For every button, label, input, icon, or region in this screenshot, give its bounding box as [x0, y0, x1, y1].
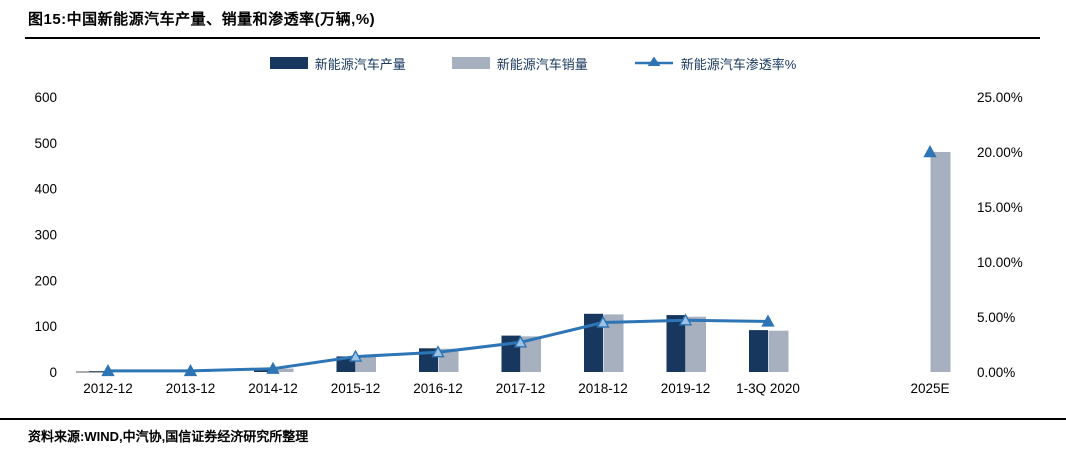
x-axis-tick-label: 2017-12	[496, 381, 546, 396]
penetration-marker-icon	[923, 145, 937, 158]
x-axis-tick-label: 2013-12	[166, 381, 216, 396]
penetration-marker-icon	[596, 315, 610, 328]
right-axis-tick-label: 5.00%	[977, 310, 1015, 325]
legend-item-production: 新能源汽车产量	[269, 54, 406, 73]
penetration-marker-icon	[431, 345, 445, 358]
bar-production	[584, 313, 603, 372]
right-axis-tick-label: 25.00%	[977, 90, 1023, 105]
legend-item-sales: 新能源汽车销量	[451, 54, 588, 73]
penetration-marker-icon	[183, 363, 198, 377]
legend-item-penetration: 新能源汽车渗透率%	[634, 54, 797, 73]
legend-label-production: 新能源汽车产量	[314, 56, 406, 72]
left-axis-tick-label: 300	[34, 228, 57, 243]
x-axis-tick-label: 2014-12	[248, 381, 298, 396]
sales-bar-swatch-icon	[451, 57, 490, 69]
production-bar-swatch-icon	[269, 57, 308, 69]
legend-label-penetration: 新能源汽车渗透率%	[680, 56, 797, 72]
bar-sales	[603, 314, 624, 372]
legend-label-sales: 新能源汽车销量	[496, 56, 588, 72]
right-axis-tick-label: 10.00%	[977, 255, 1023, 270]
right-axis-tick-label: 20.00%	[977, 145, 1023, 160]
bar-production	[749, 330, 768, 372]
penetration-marker-icon	[513, 335, 528, 348]
bar-production	[89, 371, 108, 372]
footer-divider	[0, 418, 1066, 420]
penetration-marker-icon	[761, 314, 775, 327]
penetration-marker-icon	[266, 361, 280, 374]
x-axis-tick-label: 2015-12	[331, 381, 381, 396]
x-axis-tick-label: 2018-12	[578, 381, 628, 396]
chart-area: 0 100 200 300 400 500 600 0.00% 5.00% 10.00% 15.00…	[0, 82, 1066, 412]
penetration-marker-icon	[678, 313, 693, 326]
penetration-marker-icon	[348, 349, 363, 362]
chart-canvas: 0 100 200 300 400 500 600 0.00% 5.00% 10.00% 15.00…	[34, 90, 1023, 396]
left-axis-tick-label: 600	[34, 90, 57, 105]
bar-production	[666, 315, 686, 372]
left-axis-tick-label: 0	[49, 365, 57, 380]
right-axis-tick-label: 0.00%	[977, 365, 1015, 380]
x-axis-tick-label: 2025E	[910, 381, 949, 396]
left-axis-tick-label: 400	[34, 182, 57, 197]
bar-sales	[438, 348, 459, 372]
x-axis-tick-label: 2019-12	[661, 381, 711, 396]
figure-title: 图15:中国新能源汽车产量、销量和渗透率(万辆,%)	[28, 11, 376, 28]
bar-sales	[521, 336, 541, 372]
chart-legend: 新能源汽车产量 新能源汽车销量 新能源汽车渗透率%	[0, 52, 1066, 74]
penetration-marker-icon	[101, 363, 115, 377]
bar-sales	[768, 330, 789, 372]
x-axis-tick-label: 2016-12	[413, 381, 463, 396]
bar-sales	[686, 316, 706, 372]
left-axis-tick-label: 500	[34, 136, 57, 151]
source-note: 资料来源:WIND,中汽协,国信证券经济研究所整理	[28, 429, 309, 444]
bar-sales	[273, 368, 294, 372]
right-axis-tick-label: 15.00%	[977, 200, 1023, 215]
title-divider	[25, 37, 1040, 39]
bar-sales	[930, 152, 951, 372]
x-axis-tick-label: 1-3Q 2020	[736, 381, 800, 396]
penetration-line-swatch-icon	[634, 56, 673, 66]
left-axis-tick-label: 100	[34, 319, 57, 334]
left-axis-tick-label: 200	[34, 273, 57, 288]
x-axis-tick-label: 2012-12	[83, 381, 133, 396]
